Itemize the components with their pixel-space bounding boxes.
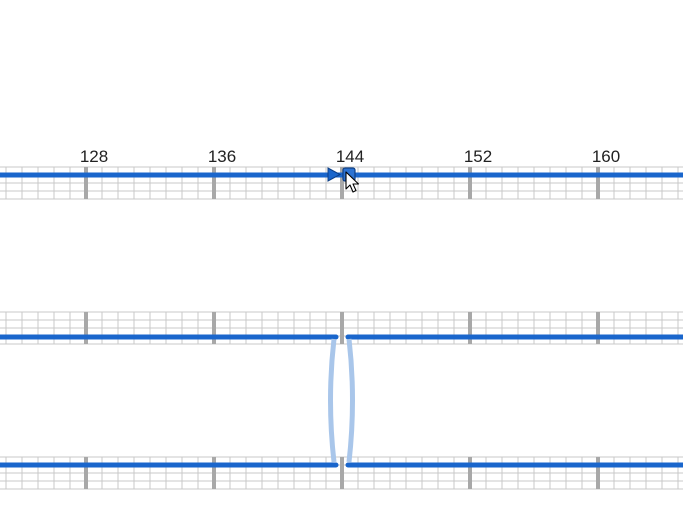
mouse-pointer-icon — [345, 171, 360, 193]
crossfade-left-curve — [328, 338, 337, 463]
grid-strip-top — [0, 166, 683, 200]
ruler-label-152: 152 — [464, 147, 492, 166]
ruler-label-144: 144 — [336, 147, 364, 166]
crossfade-right-curve — [346, 338, 355, 463]
ruler-label-136: 136 — [208, 147, 236, 166]
ruler-label-160: 160 — [592, 147, 620, 166]
ruler-label-128: 128 — [80, 147, 108, 166]
grid-layer — [0, 166, 683, 490]
crossfade-region[interactable] — [328, 338, 355, 463]
grid-strip-bottom — [0, 456, 683, 490]
track-lines[interactable] — [0, 172, 683, 468]
triangle-right-icon[interactable] — [327, 167, 342, 182]
ruler-labels: 128 136 144 152 160 — [80, 147, 620, 166]
